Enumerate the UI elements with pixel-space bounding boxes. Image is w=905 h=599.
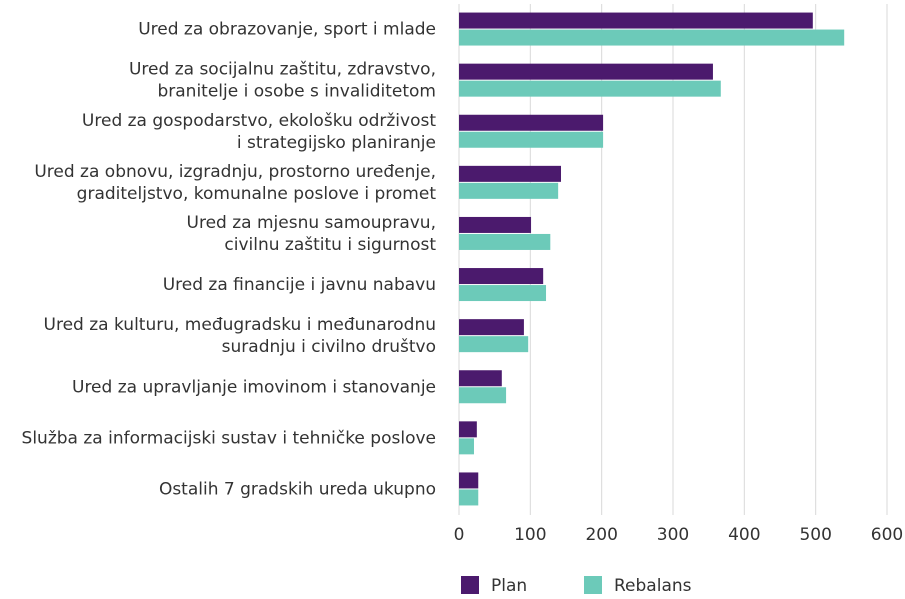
legend-swatch xyxy=(461,576,479,594)
y-tick-label: Ured za gospodarstvo, ekološku održivost… xyxy=(82,111,436,153)
x-tick-label: 300 xyxy=(657,525,689,545)
x-tick-label: 400 xyxy=(728,525,760,545)
x-tick-label: 500 xyxy=(799,525,831,545)
bar xyxy=(459,29,845,46)
bar xyxy=(459,80,721,97)
x-tick-label: 100 xyxy=(514,525,546,545)
bar xyxy=(459,165,562,182)
bar xyxy=(459,268,544,285)
x-tick-label: 0 xyxy=(454,525,465,545)
legend-swatch xyxy=(584,576,602,594)
bar xyxy=(459,12,813,29)
bar xyxy=(459,472,479,489)
bar xyxy=(459,63,713,80)
y-tick-label: Ured za upravljanje imovinom i stanovanj… xyxy=(72,377,436,397)
bar xyxy=(459,387,507,404)
x-tick-label: 200 xyxy=(585,525,617,545)
y-tick-label: Ured za mjesnu samoupravu, civilnu zaštit… xyxy=(187,213,437,255)
x-tick-label: 600 xyxy=(871,525,903,545)
bar xyxy=(459,114,604,131)
bar xyxy=(459,319,524,336)
bar xyxy=(459,438,474,455)
y-tick-label: Ured za financije i javnu nabavu xyxy=(163,275,436,295)
y-tick-label: Ured za socijalnu zaštitu, zdravstvo, bra… xyxy=(129,60,436,102)
bar xyxy=(459,489,479,506)
y-tick-label: Ostalih 7 gradskih ureda ukupno xyxy=(159,479,436,499)
legend-label: Plan xyxy=(491,576,527,595)
bar xyxy=(459,216,532,233)
bar xyxy=(459,182,559,199)
bar xyxy=(459,233,551,250)
bar xyxy=(459,421,477,438)
y-tick-label: Služba za informacijski sustav i tehničk… xyxy=(22,428,436,448)
bar xyxy=(459,285,547,302)
y-tick-label: Ured za obnovu, izgradnju, prostorno ure… xyxy=(34,162,436,204)
bar xyxy=(459,336,529,353)
legend-label: Rebalans xyxy=(614,576,692,595)
y-tick-label: Ured za obrazovanje, sport i mlade xyxy=(138,20,436,40)
bar xyxy=(459,370,502,387)
y-tick-label: Ured za kulturu, međugradsku i međunarod… xyxy=(44,315,436,357)
bar xyxy=(459,131,604,148)
